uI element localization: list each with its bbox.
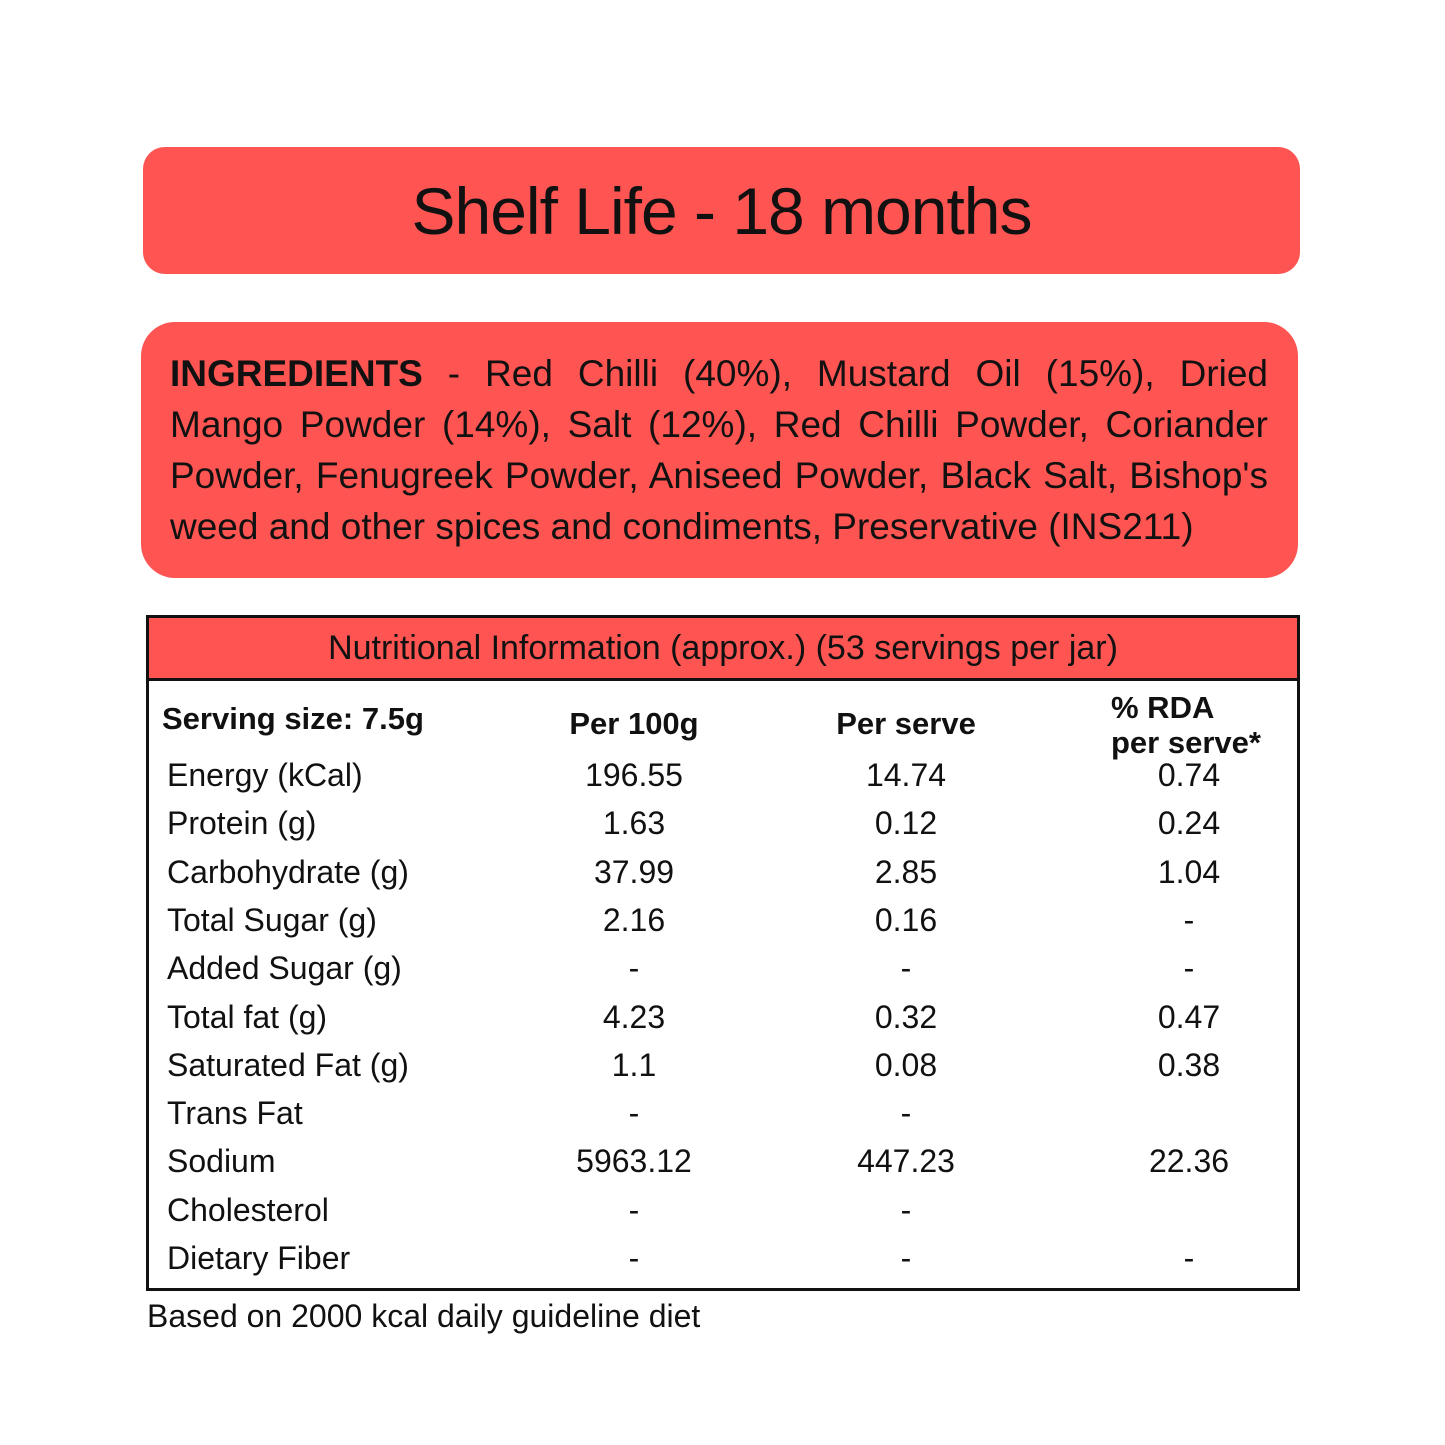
per-100g-value: 196.55 [585,757,683,793]
per-100g-value: 37.99 [593,853,675,890]
nutrient-name: Protein (g) [167,805,317,842]
table-row: Protein (g) 1.63 0.12 0.24 [149,805,1297,853]
per-100g-value: - [628,1240,640,1276]
rda-value: - [1183,1240,1195,1276]
table-row: Cholesterol - - [149,1192,1297,1240]
per-100g-value: 1.1 [611,1046,657,1083]
per-100g-value: - [628,1095,640,1132]
table-row: Carbohydrate (g) 37.99 2.85 1.04 [149,854,1297,902]
per-serve-value: 447.23 [857,1143,955,1180]
per-serve-value: 0.08 [874,1046,938,1083]
table-row: Trans Fat - - [149,1095,1297,1143]
per-100g-value: - [628,950,640,987]
nutrient-name: Sodium [167,1143,276,1180]
rda-value: 0.24 [1157,805,1221,842]
per-serve-value: 14.74 [865,757,947,793]
nutrient-name: Saturated Fat (g) [167,1046,409,1083]
per-serve-value: - [900,1191,912,1228]
footnote: Based on 2000 kcal daily guideline diet [147,1298,701,1334]
rda-header-line1: % RDA [1111,690,1215,725]
rda-value: 0.47 [1157,998,1221,1035]
nutrition-table: Nutritional Information (approx.) (53 se… [146,615,1300,1291]
nutrient-name: Added Sugar (g) [167,950,402,987]
nutrient-name: Carbohydrate (g) [167,853,409,890]
rda-value: 1.04 [1157,853,1221,890]
per-100g-value: - [628,1191,640,1228]
nutrient-name: Total fat (g) [167,998,328,1035]
per-serve-value: - [900,1240,912,1276]
shelf-life-text: Shelf Life - 18 months [411,173,1032,248]
nutrient-name: Trans Fat [167,1095,303,1132]
table-row: Total fat (g) 4.23 0.32 0.47 [149,999,1297,1047]
nutrient-name: Dietary Fiber [167,1240,351,1276]
table-row: Added Sugar (g) - - - [149,950,1297,998]
per-serve-value: 2.85 [874,853,938,890]
per-100g-value: 2.16 [602,901,666,938]
rda-value: 22.36 [1148,1143,1230,1180]
ingredients-panel: INGREDIENTS - Red Chilli (40%), Mustard … [141,322,1298,578]
rda-value: - [1183,901,1195,938]
shelf-life-banner: Shelf Life - 18 months [143,147,1300,274]
nutrition-table-title: Nutritional Information (approx.) (53 se… [149,618,1297,681]
ingredients-heading: INGREDIENTS [170,353,423,394]
per-serve-value: 0.16 [874,901,938,938]
table-row: Total Sugar (g) 2.16 0.16 - [149,902,1297,950]
per-100g-value: 1.63 [602,805,666,842]
per-100g-header: Per 100g [569,706,699,741]
rda-value: 0.38 [1157,1046,1221,1083]
table-row: Saturated Fat (g) 1.1 0.08 0.38 [149,1047,1297,1095]
per-serve-value: - [900,1095,912,1132]
per-serve-value: 0.12 [874,805,938,842]
ingredients-list: - Red Chilli (40%), Mustard Oil (15%), D… [170,353,1268,547]
per-100g-value: 4.23 [602,998,666,1035]
nutrient-name: Cholesterol [167,1191,329,1228]
ingredients-paragraph: INGREDIENTS - Red Chilli (40%), Mustard … [170,348,1268,552]
nutrient-name: Total Sugar (g) [167,901,377,938]
serving-size-header: Serving size: 7.5g [162,701,424,736]
rda-value: 0.74 [1157,757,1221,793]
nutrient-name: Energy (kCal) [167,757,363,793]
rda-header-line2: per serve* [1111,725,1261,760]
table-row: Dietary Fiber - - - [149,1240,1297,1288]
per-serve-value: - [900,950,912,987]
per-serve-header: Per serve [836,706,976,741]
table-row: Sodium 5963.12 447.23 22.36 [149,1143,1297,1191]
table-row: Energy (kCal) 196.55 14.74 0.74 [149,757,1297,805]
per-100g-value: 5963.12 [576,1143,692,1180]
rda-value: - [1183,950,1195,987]
per-serve-value: 0.32 [874,998,938,1035]
